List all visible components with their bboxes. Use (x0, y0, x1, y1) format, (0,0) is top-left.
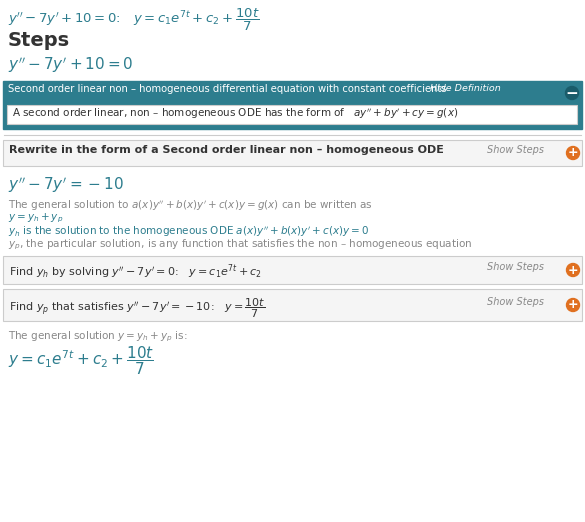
Text: The general solution to $a(x)y'' + b(x)y' + c(x)y = g(x)$ can be written as: The general solution to $a(x)y'' + b(x)y… (8, 199, 373, 213)
Text: $y_h$ is the solution to the homogeneous ODE $a(x)y'' + b(x)y' + c(x)y = 0$: $y_h$ is the solution to the homogeneous… (8, 225, 369, 240)
Bar (3, 289, 582, 321)
Text: $y = c_1e^{7t} + c_2 + \dfrac{10t}{7}$: $y = c_1e^{7t} + c_2 + \dfrac{10t}{7}$ (8, 344, 154, 377)
Text: $y'' - 7y' = -10$: $y'' - 7y' = -10$ (8, 175, 124, 195)
Text: Second order linear non – homogeneous differential equation with constant coeffi: Second order linear non – homogeneous di… (8, 84, 446, 94)
Text: Hide Definition: Hide Definition (430, 84, 501, 93)
Circle shape (566, 147, 580, 160)
Text: Show Steps: Show Steps (487, 297, 544, 307)
Text: Find $y_h$ by solving $y'' - 7y' = 0$:   $y = c_1e^{7t} + c_2$: Find $y_h$ by solving $y'' - 7y' = 0$: $… (9, 262, 262, 281)
Text: −: − (566, 86, 579, 101)
Bar (3, 256, 582, 284)
Text: $y = y_h + y_p$: $y = y_h + y_p$ (8, 212, 63, 226)
Text: Rewrite in the form of a Second order linear non – homogeneous ODE: Rewrite in the form of a Second order li… (9, 145, 444, 155)
Bar (3, 81, 582, 129)
Text: Find $y_p$ that satisfies $y'' - 7y' = -10$:   $y = \dfrac{10t}{7}$: Find $y_p$ that satisfies $y'' - 7y' = -… (9, 297, 266, 321)
Text: A second order linear, non – homogeneous ODE has the form of   $ay'' + by' + cy : A second order linear, non – homogeneous… (12, 107, 458, 122)
Text: $y'' - 7y' + 10 = 0$:   $y = c_1e^{7t} + c_2 + \dfrac{10t}{7}$: $y'' - 7y' + 10 = 0$: $y = c_1e^{7t} + c… (8, 7, 260, 33)
Circle shape (566, 299, 580, 312)
Bar (3, 140, 582, 166)
Circle shape (566, 264, 580, 277)
Text: +: + (567, 299, 579, 312)
Bar (7, 105, 577, 124)
Circle shape (566, 87, 579, 100)
Text: Show Steps: Show Steps (487, 145, 544, 155)
Text: $y'' - 7y' + 10 = 0$: $y'' - 7y' + 10 = 0$ (8, 55, 133, 75)
Text: Show Steps: Show Steps (487, 262, 544, 272)
Text: $y_p$, the particular solution, is any function that satisfies the non – homogen: $y_p$, the particular solution, is any f… (8, 238, 473, 253)
Text: +: + (567, 147, 579, 160)
Text: The general solution $y = y_h + y_p$ is:: The general solution $y = y_h + y_p$ is: (8, 330, 187, 345)
Text: Steps: Steps (8, 31, 70, 50)
Text: +: + (567, 264, 579, 277)
